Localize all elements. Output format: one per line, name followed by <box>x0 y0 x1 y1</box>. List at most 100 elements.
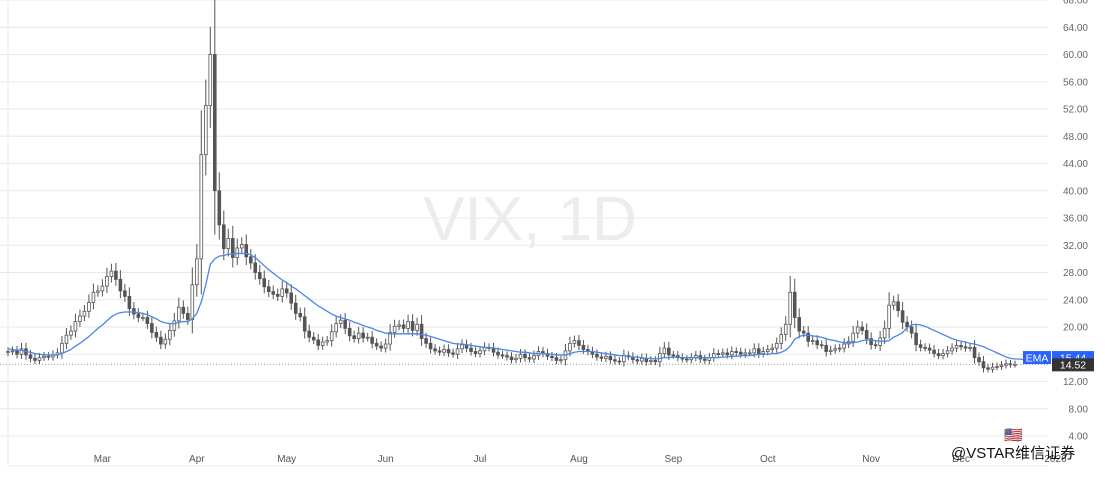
candle-body <box>806 332 810 342</box>
candle-body <box>941 353 945 357</box>
candle-body <box>15 350 19 355</box>
candle-body <box>765 349 770 352</box>
candle-body <box>451 352 455 355</box>
candle-body <box>46 355 51 358</box>
candle-body <box>550 355 554 359</box>
candle-body <box>977 357 981 363</box>
candle-body <box>383 343 388 349</box>
y-tick-label: 24.00 <box>1063 295 1088 306</box>
candle-body <box>127 295 132 310</box>
candle-body <box>33 357 37 361</box>
candle-body <box>392 325 397 333</box>
candle-body <box>114 270 118 280</box>
candle-body <box>1004 363 1008 366</box>
x-tick-label: Jun <box>378 454 394 465</box>
candle-body <box>150 323 154 333</box>
candle-body <box>819 344 824 347</box>
candle-body <box>397 324 401 327</box>
candle-body <box>109 270 114 277</box>
y-tick-label: 8.00 <box>1069 404 1089 415</box>
candle-body <box>78 315 82 322</box>
candle-body <box>410 321 415 331</box>
candle-body <box>572 340 577 344</box>
candle-body <box>950 347 954 352</box>
candle-body <box>990 366 995 370</box>
candle-body <box>496 351 500 356</box>
credit-text: @VSTAR维信证券 <box>951 445 1075 462</box>
candle-body <box>954 344 959 349</box>
candle-body <box>514 357 518 361</box>
candle-body <box>725 352 730 356</box>
gridlines <box>0 0 1048 467</box>
candle-body <box>685 358 689 361</box>
chart-watermark: VIX, 1D <box>423 185 637 254</box>
candle-body <box>177 306 181 322</box>
candle-body <box>842 343 846 349</box>
candle-body <box>388 332 392 345</box>
candle-body <box>406 321 410 329</box>
candle-body <box>244 244 249 258</box>
candle-body <box>873 344 878 347</box>
candle-body <box>801 330 806 334</box>
candle-body <box>792 291 797 318</box>
candle-body <box>810 340 815 343</box>
candle-body <box>604 355 608 359</box>
candle-body <box>347 327 352 337</box>
candle-body <box>428 342 433 350</box>
candle-body <box>608 355 613 361</box>
x-tick-label: Jul <box>474 454 487 465</box>
candle-body <box>446 349 451 354</box>
candle-body <box>163 338 168 345</box>
candle-body <box>720 352 725 355</box>
candle-body <box>91 291 96 303</box>
candle-body <box>221 224 226 250</box>
x-tick-label: Aug <box>570 454 588 465</box>
candle-body <box>248 256 253 264</box>
candle-body <box>622 355 626 363</box>
candle-body <box>617 360 622 363</box>
candle-body <box>136 313 141 318</box>
candle-body <box>869 338 873 346</box>
candle-body <box>374 342 379 347</box>
candle-body <box>797 317 802 332</box>
y-tick-label: 48.00 <box>1063 132 1088 143</box>
candle-body <box>824 344 828 352</box>
candle-body <box>905 321 909 328</box>
y-tick-label: 52.00 <box>1063 105 1088 116</box>
x-tick-label: Apr <box>189 454 205 465</box>
ema-label-badge <box>1023 351 1051 365</box>
candle-body <box>662 347 667 354</box>
candle-body <box>559 359 563 362</box>
candle-body <box>100 285 105 292</box>
candle-body <box>882 327 887 339</box>
candle-body <box>577 340 581 346</box>
candle-body <box>743 352 748 355</box>
candle-body <box>230 238 235 258</box>
candle-body <box>253 262 258 273</box>
y-tick-label: 64.00 <box>1063 23 1088 34</box>
candle-body <box>352 335 356 339</box>
candle-body <box>293 302 298 314</box>
candle-body <box>37 357 42 361</box>
candle-body <box>896 301 900 312</box>
candle-body <box>195 258 199 286</box>
candle-body <box>923 347 927 349</box>
candle-body <box>995 366 999 368</box>
candle-body <box>69 330 73 336</box>
candle-body <box>437 350 442 353</box>
candle-body <box>887 304 891 329</box>
candle-body <box>473 351 478 354</box>
candlestick-series <box>6 0 1017 373</box>
candle-body <box>729 351 734 356</box>
candle-body <box>217 190 222 226</box>
candle-body <box>316 339 320 346</box>
candle-body <box>6 351 10 354</box>
candle-body <box>891 301 896 306</box>
candle-body <box>509 356 514 361</box>
candle-body <box>19 348 24 355</box>
candle-body <box>945 350 950 354</box>
candle-body <box>599 356 604 359</box>
ema-line <box>7 252 1029 361</box>
candle-body <box>118 278 123 292</box>
